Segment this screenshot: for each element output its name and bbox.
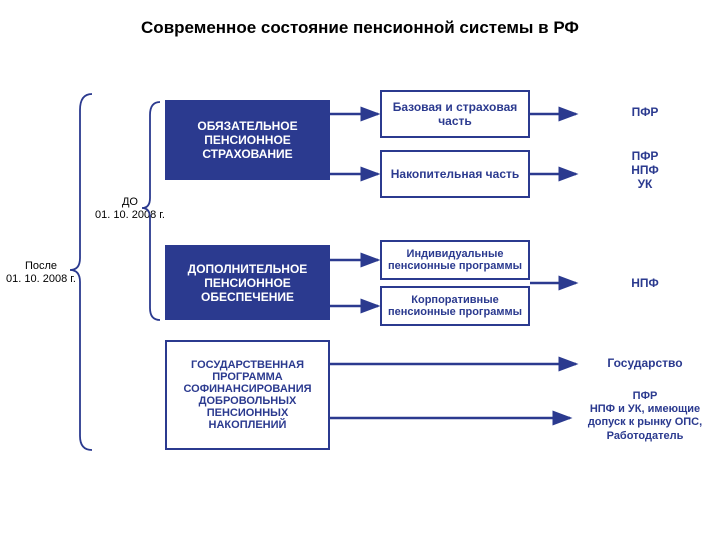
page-title: Современное состояние пенсионной системы… — [0, 18, 720, 38]
label-before: ДО 01. 10. 2008 г. — [95, 196, 165, 222]
col2-box-basic: Базовая и страховая часть — [380, 90, 530, 138]
col1-box-insurance: ОБЯЗАТЕЛЬНОЕ ПЕНСИОННОЕ СТРАХОВАНИЕ — [165, 100, 330, 180]
col3-text-multi: ПФР НПФ и УК, имеющие допуск к рынку ОПС… — [575, 390, 715, 443]
label-after: После 01. 10. 2008 г. — [6, 260, 76, 286]
col1-box-additional: ДОПОЛНИТЕЛЬНОЕ ПЕНСИОННОЕ ОБЕСПЕЧЕНИЕ — [165, 245, 330, 320]
connectors-svg — [0, 0, 720, 540]
col3-text-gov: Государство — [580, 356, 710, 370]
col3-text-npf: НПФ — [580, 276, 710, 290]
col3-text-pfr-npf-uk: ПФР НПФ УК — [580, 150, 710, 191]
col2-box-accum: Накопительная часть — [380, 150, 530, 198]
col2-box-corp: Корпоративные пенсионные программы — [380, 286, 530, 326]
col2-box-indiv: Индивидуальные пенсионные программы — [380, 240, 530, 280]
col1-box-gov-program: ГОСУДАРСТВЕННАЯ ПРОГРАММА СОФИНАНСИРОВАН… — [165, 340, 330, 450]
col3-text-pfr: ПФР — [580, 105, 710, 119]
